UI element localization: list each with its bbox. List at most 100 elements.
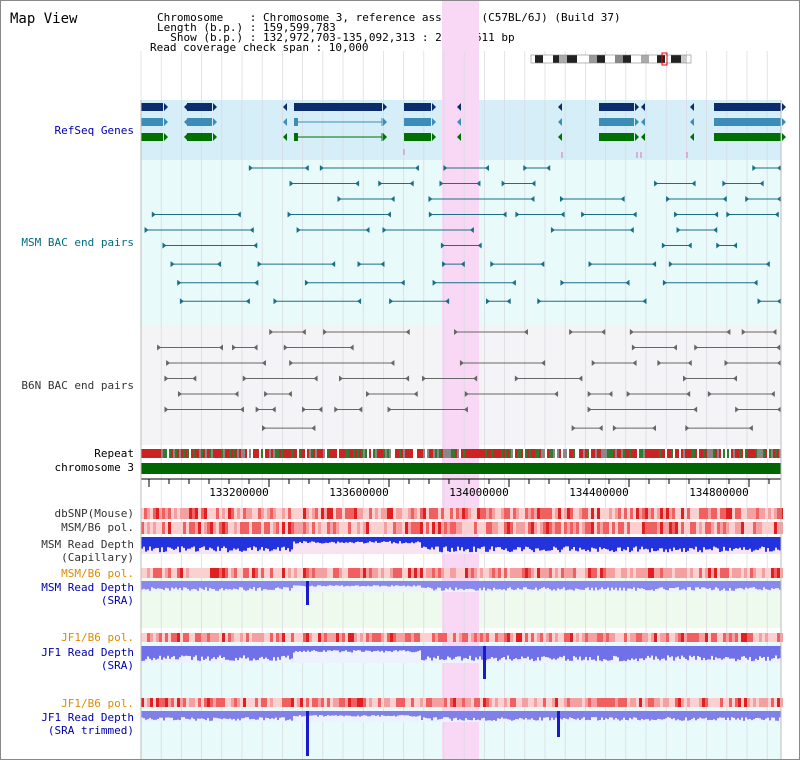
jf1-read-depth-trim-spike (557, 711, 560, 737)
track-label-jf1-b6-pol[interactable]: JF1/B6 pol. (61, 631, 134, 644)
jf1-b6-pol-2-cell (537, 698, 540, 707)
msm-read-depth-cap-bar (321, 537, 323, 544)
jf1-read-depth-trim-bar (647, 711, 649, 720)
track-label-msm-bac[interactable]: MSM BAC end pairs (21, 236, 134, 249)
jf1-read-depth-sra-bar (699, 646, 701, 658)
msm-b6-pol-2-cell (246, 568, 249, 578)
msm-read-depth-cap-bar (711, 537, 713, 551)
dbsnp-cell (738, 508, 741, 519)
msm-read-depth-cap-bar (365, 537, 367, 544)
msm-b6-pol-cell (243, 522, 246, 534)
msm-b6-pol-2-cell (450, 568, 453, 578)
jf1-read-depth-sra-bar (499, 646, 501, 660)
jf1-read-depth-trim-bar (727, 711, 729, 718)
jf1-b6-pol-2-cell (312, 698, 315, 707)
jf1-b6-pol-cell (168, 633, 171, 642)
b6n-bac-end (164, 406, 169, 413)
b6n-bac-end (682, 375, 687, 382)
msm-read-depth-sra-bar (765, 581, 767, 590)
msm-read-depth-sra-bar (601, 581, 603, 588)
track-label-msm-b6-pol[interactable]: MSM/B6 pol. (61, 521, 134, 534)
repeat-element (193, 449, 195, 458)
msm-read-depth-sra-spike (306, 581, 309, 605)
msm-bac-end (625, 279, 630, 286)
repeat-element (277, 449, 279, 458)
msm-read-depth-cap-bar (543, 537, 545, 550)
msm-b6-pol-2-cell (267, 568, 270, 578)
msm-b6-pol-2-cell (774, 568, 777, 578)
jf1-read-depth-trim-bar (585, 711, 587, 721)
msm-read-depth-cap-bar (697, 537, 699, 552)
track-label-msm-read-depth-sra[interactable]: MSM Read Depth (41, 581, 134, 594)
jf1-b6-pol-2-cell (519, 698, 522, 707)
track-label-dbsnp[interactable]: dbSNP(Mouse) (54, 507, 134, 520)
track-label-refseq-genes[interactable]: RefSeq Genes (54, 124, 134, 137)
jf1-read-depth-trim-bar (203, 711, 205, 720)
jf1-b6-pol-2-cell (462, 698, 465, 707)
msm-b6-pol-cell (261, 522, 264, 534)
jf1-b6-pol-2-cell (165, 698, 168, 707)
jf1-read-depth-sra-bar (349, 646, 351, 652)
msm-read-depth-cap-bar (725, 537, 727, 551)
jf1-read-depth-trim-bar (771, 711, 773, 718)
track-label-jf1-read-depth-sra[interactable]: JF1 Read Depth (41, 646, 134, 659)
msm-read-depth-cap-bar (765, 537, 767, 552)
msm-read-depth-sra-bar (563, 581, 565, 588)
msm-read-depth-cap-bar (519, 537, 521, 548)
msm-b6-pol-2-cell (582, 568, 585, 578)
jf1-read-depth-trim-bar (339, 711, 341, 716)
msm-bac-end (722, 180, 727, 187)
msm-read-depth-sra-bar (477, 581, 479, 591)
repeat-element (579, 449, 581, 458)
jf1-read-depth-sra-bar (601, 646, 603, 662)
jf1-read-depth-sra-bar (597, 646, 599, 656)
jf1-read-depth-trim-bar (511, 711, 513, 721)
repeat-element (737, 449, 739, 458)
repeat-element (417, 449, 419, 458)
msm-read-depth-cap-bar (713, 537, 715, 547)
jf1-read-depth-sra-bar (325, 646, 327, 652)
track-label-chromosome[interactable]: chromosome 3 (54, 461, 134, 474)
jf1-read-depth-trim-bar (275, 711, 277, 718)
msm-b6-pol-2-cell (231, 568, 234, 578)
jf1-b6-pol-cell (468, 633, 471, 642)
msm-b6-pol-2-cell (219, 568, 222, 578)
repeat-element (311, 449, 313, 458)
jf1-read-depth-sra-bar (737, 646, 739, 660)
jf1-b6-pol-cell (252, 633, 255, 642)
dbsnp-cell (270, 508, 273, 519)
jf1-b6-pol-cell (231, 633, 234, 642)
jf1-b6-pol-cell (552, 633, 555, 642)
msm-read-depth-cap-bar (295, 537, 297, 544)
msm-read-depth-cap-bar (501, 537, 503, 550)
track-label-msm-read-depth-cap[interactable]: MSM Read Depth (41, 538, 134, 551)
track-label-jf1-b6-pol-2[interactable]: JF1/B6 pol. (61, 697, 134, 710)
track-label-jf1-read-depth-trimmed[interactable]: JF1 Read Depth (41, 711, 134, 724)
repeat-element (419, 449, 421, 458)
jf1-read-depth-sra-bar (277, 646, 279, 658)
repeat-element (401, 449, 403, 458)
track-label-b6n-bac[interactable]: B6N BAC end pairs (21, 379, 134, 392)
msm-b6-pol-2-cell (420, 568, 423, 578)
jf1-read-depth-trim-bar (325, 711, 327, 716)
msm-read-depth-cap-bar (699, 537, 701, 551)
repeat-element (607, 449, 609, 458)
msm-bac-end (144, 227, 149, 233)
jf1-read-depth-sra-bar (479, 646, 481, 657)
jf1-read-depth-sra-bar (729, 646, 731, 659)
repeat-element (507, 449, 509, 458)
jf1-read-depth-trim-bar (359, 711, 361, 717)
dbsnp-cell (363, 508, 366, 519)
msm-read-depth-sra-bar (553, 581, 555, 590)
track-label-repeat[interactable]: Repeat (94, 447, 134, 460)
dbsnp-cell (699, 508, 702, 519)
msm-bac-end (652, 261, 657, 268)
track-label-msm-b6-pol-2[interactable]: MSM/B6 pol. (61, 567, 134, 580)
msm-b6-pol-cell (471, 522, 474, 534)
msm-b6-pol-2-cell (768, 568, 771, 578)
jf1-read-depth-sra-bar (757, 646, 759, 661)
jf1-b6-pol-cell (393, 633, 396, 642)
repeat-element (709, 449, 711, 458)
jf1-read-depth-trim-bar (379, 711, 381, 717)
